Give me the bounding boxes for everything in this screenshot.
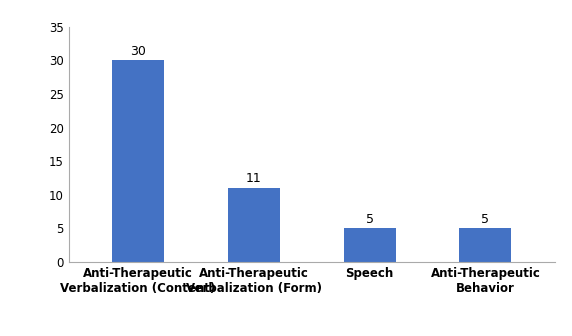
- Bar: [112, 60, 164, 262]
- Bar: [344, 228, 396, 262]
- Text: 5: 5: [482, 213, 490, 226]
- Text: 30: 30: [130, 45, 146, 58]
- Bar: [228, 188, 280, 262]
- Text: 11: 11: [246, 172, 262, 185]
- Bar: [459, 228, 511, 262]
- Text: 5: 5: [366, 213, 374, 226]
